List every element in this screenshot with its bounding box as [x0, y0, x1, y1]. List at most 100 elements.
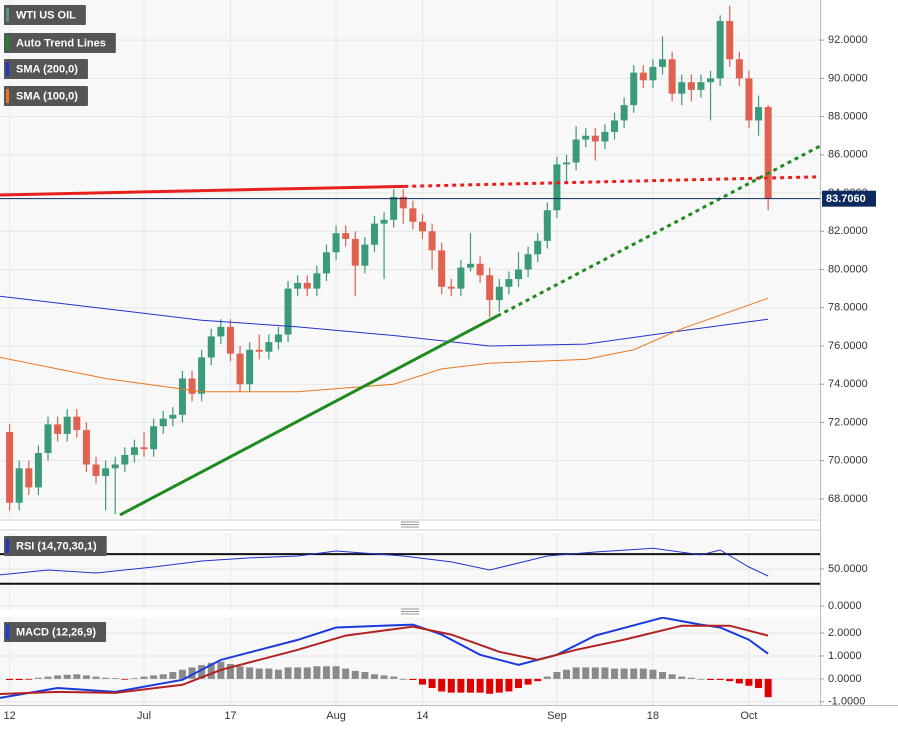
y-tick-label: 70.0000 — [828, 455, 868, 467]
histogram-bar — [707, 678, 715, 681]
histogram-bar — [639, 668, 647, 679]
candle-body — [303, 282, 311, 289]
x-tick-label: Aug — [326, 710, 346, 722]
candle-body — [217, 326, 225, 337]
y-tick-label: 50.0000 — [828, 563, 868, 575]
last-price-label: 83.7060 — [826, 193, 866, 205]
legend-box[interactable] — [4, 5, 86, 25]
candle-body — [563, 162, 571, 165]
candle-body — [438, 250, 446, 287]
histogram-bar — [716, 678, 724, 681]
candle-body — [726, 21, 734, 60]
legend-box[interactable] — [4, 536, 107, 556]
candle-body — [601, 131, 609, 142]
histogram-bar — [63, 674, 71, 679]
histogram-bar — [678, 676, 686, 679]
histogram-bar — [726, 678, 734, 682]
candle-body — [82, 430, 90, 465]
candle-body — [25, 468, 33, 488]
candle-body — [447, 286, 455, 289]
histogram-bar — [159, 674, 167, 679]
y-tick-label: 80.0000 — [828, 263, 868, 275]
legend-box[interactable] — [4, 86, 88, 106]
histogram-bar — [495, 678, 503, 693]
candle-body — [44, 424, 52, 454]
candle-body — [226, 326, 234, 354]
y-tick-label: 76.0000 — [828, 340, 868, 352]
panel-handle[interactable] — [401, 521, 419, 615]
candle-body — [476, 263, 484, 276]
x-tick-label: Sep — [547, 710, 567, 722]
x-tick-label: 18 — [647, 710, 659, 722]
candle-body — [332, 233, 340, 253]
histogram-bar — [111, 678, 119, 679]
legend-swatch — [6, 8, 9, 22]
y-tick-label: 78.0000 — [828, 302, 868, 314]
legend-label: SMA (200,0) — [16, 63, 78, 75]
candle-body — [534, 240, 542, 255]
rsi-panel — [0, 533, 820, 610]
histogram-bar — [390, 676, 398, 679]
candle-body — [322, 252, 330, 274]
histogram-bar — [409, 678, 417, 681]
candle-body — [687, 82, 695, 90]
candle-body — [755, 107, 763, 121]
candle-body — [524, 254, 532, 270]
legend-box[interactable] — [4, 59, 88, 79]
legend-label: MACD (12,26,9) — [16, 626, 96, 638]
candle-body — [611, 120, 619, 132]
histogram-bar — [73, 674, 81, 679]
trend-line — [0, 184, 405, 197]
candle-body — [342, 233, 350, 239]
y-tick-label: 90.0000 — [828, 72, 868, 84]
histogram-bar — [6, 678, 14, 681]
candle-body — [639, 72, 647, 81]
histogram-bar — [82, 675, 90, 679]
histogram-bar — [361, 672, 369, 679]
histogram-bar — [611, 668, 619, 679]
histogram-bar — [591, 667, 599, 679]
histogram-bar — [582, 667, 590, 679]
x-tick-label: 17 — [224, 710, 236, 722]
histogram-bar — [34, 677, 42, 679]
histogram-bar — [668, 674, 676, 679]
candle-body — [370, 223, 378, 245]
histogram-bar — [697, 678, 705, 680]
candle-body — [274, 334, 282, 343]
histogram-bar — [370, 674, 378, 679]
histogram-bar — [198, 665, 206, 679]
candle-body — [130, 447, 138, 455]
candle-body — [198, 357, 206, 394]
candle-body — [255, 349, 263, 352]
histogram-bar — [92, 676, 100, 679]
histogram-bar — [649, 669, 657, 679]
y-tick-label: 1.0000 — [828, 650, 862, 662]
histogram-bar — [438, 678, 446, 692]
legend-box[interactable] — [4, 33, 116, 53]
y-tick-label: 82.0000 — [828, 225, 868, 237]
y-tick-label: 74.0000 — [828, 378, 868, 390]
last-price-box — [822, 190, 876, 207]
candle-body — [620, 105, 628, 121]
candle-body — [457, 267, 465, 289]
histogram-bar — [659, 672, 667, 679]
histogram-bar — [313, 666, 321, 679]
histogram-bar — [351, 670, 359, 679]
candle-body — [111, 464, 119, 469]
candle-body — [63, 416, 71, 434]
y-tick-label: 72.0000 — [828, 416, 868, 428]
histogram-bar — [332, 666, 340, 679]
histogram-bar — [524, 678, 532, 685]
histogram-bar — [44, 676, 52, 679]
histogram-bar — [764, 678, 772, 698]
candle-body — [73, 416, 81, 431]
candle-body — [697, 82, 705, 90]
histogram-bar — [399, 678, 407, 680]
legend-box[interactable] — [4, 622, 107, 642]
candle-body — [361, 244, 369, 266]
candle-body — [150, 426, 158, 450]
candle-body — [764, 107, 772, 199]
candle-body — [735, 59, 743, 79]
histogram-bar — [563, 669, 571, 679]
